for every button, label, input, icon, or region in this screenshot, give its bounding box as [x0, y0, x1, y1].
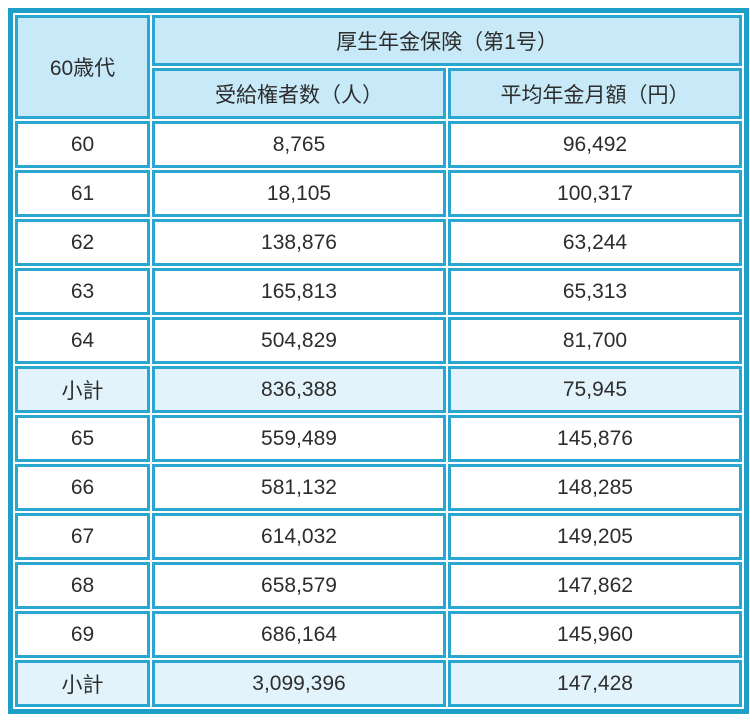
recipients-cell: 559,489 [152, 415, 446, 462]
amount-cell: 65,313 [448, 268, 742, 315]
amount-cell: 148,285 [448, 464, 742, 511]
amount-cell: 81,700 [448, 317, 742, 364]
age-cell: 68 [15, 562, 150, 609]
age-group-header: 60歳代 [15, 15, 150, 119]
table-row: 67 614,032 149,205 [15, 513, 742, 560]
pension-table: 60歳代 厚生年金保険（第1号） 受給権者数（人） 平均年金月額（円） 60 8… [8, 8, 749, 714]
table-row: 62 138,876 63,244 [15, 219, 742, 266]
age-cell: 66 [15, 464, 150, 511]
amount-cell: 96,492 [448, 121, 742, 168]
recipients-cell: 8,765 [152, 121, 446, 168]
age-cell: 62 [15, 219, 150, 266]
recipients-cell: 165,813 [152, 268, 446, 315]
table-row: 69 686,164 145,960 [15, 611, 742, 658]
recipients-cell: 658,579 [152, 562, 446, 609]
amount-cell: 63,244 [448, 219, 742, 266]
recipients-cell: 3,099,396 [152, 660, 446, 707]
recipients-column-header: 受給権者数（人） [152, 68, 446, 119]
amount-cell: 100,317 [448, 170, 742, 217]
recipients-cell: 686,164 [152, 611, 446, 658]
age-cell: 65 [15, 415, 150, 462]
recipients-cell: 504,829 [152, 317, 446, 364]
table-row: 61 18,105 100,317 [15, 170, 742, 217]
age-cell: 64 [15, 317, 150, 364]
amount-cell: 147,428 [448, 660, 742, 707]
age-cell: 67 [15, 513, 150, 560]
table-row: 65 559,489 145,876 [15, 415, 742, 462]
amount-cell: 145,876 [448, 415, 742, 462]
age-cell: 63 [15, 268, 150, 315]
insurance-title-header: 厚生年金保険（第1号） [152, 15, 742, 66]
recipients-cell: 138,876 [152, 219, 446, 266]
subtotal-row: 小計 836,388 75,945 [15, 366, 742, 413]
table-row: 66 581,132 148,285 [15, 464, 742, 511]
age-cell: 小計 [15, 660, 150, 707]
age-cell: 60 [15, 121, 150, 168]
recipients-cell: 614,032 [152, 513, 446, 560]
recipients-cell: 18,105 [152, 170, 446, 217]
subtotal-row: 小計 3,099,396 147,428 [15, 660, 742, 707]
recipients-cell: 836,388 [152, 366, 446, 413]
amount-cell: 75,945 [448, 366, 742, 413]
amount-cell: 147,862 [448, 562, 742, 609]
amount-cell: 149,205 [448, 513, 742, 560]
header-row-sub: 受給権者数（人） 平均年金月額（円） [15, 68, 742, 119]
table-row: 68 658,579 147,862 [15, 562, 742, 609]
amount-column-header: 平均年金月額（円） [448, 68, 742, 119]
age-cell: 61 [15, 170, 150, 217]
table-row: 63 165,813 65,313 [15, 268, 742, 315]
table-row: 64 504,829 81,700 [15, 317, 742, 364]
table-row: 60 8,765 96,492 [15, 121, 742, 168]
age-cell: 小計 [15, 366, 150, 413]
amount-cell: 145,960 [448, 611, 742, 658]
age-cell: 69 [15, 611, 150, 658]
header-row-top: 60歳代 厚生年金保険（第1号） [15, 15, 742, 119]
recipients-cell: 581,132 [152, 464, 446, 511]
